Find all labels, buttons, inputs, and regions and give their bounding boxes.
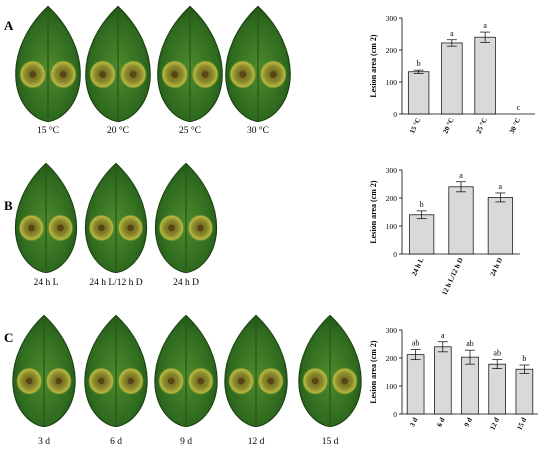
y-tick-label: 100 (386, 78, 398, 87)
error-bar (446, 39, 457, 47)
leaf-caption: 30 °C (246, 126, 269, 136)
category-label: 15 °C (408, 116, 422, 134)
bar (434, 346, 452, 415)
category-label: 25 °C (475, 116, 489, 134)
bar (515, 368, 534, 415)
significance-letter: a (483, 21, 487, 30)
category-label: 9 d (463, 416, 474, 428)
leaf-image (84, 162, 148, 274)
error-bar (519, 364, 530, 374)
bar (474, 36, 496, 115)
leaf-caption: 24 h L (33, 278, 59, 288)
error-bar (437, 341, 448, 353)
y-tick-label: 300 (386, 14, 398, 23)
leaf-image (15, 5, 81, 123)
error-bar (492, 359, 503, 369)
significance-letter: ab (412, 339, 420, 348)
leaf-caption: 12 d (247, 437, 265, 447)
leaf-image (85, 5, 151, 123)
significance-letter: b (420, 200, 424, 209)
panel-b: B 24 h L 24 h L/12 h D 24 h D (0, 150, 550, 300)
error-bar (480, 31, 491, 43)
bar (409, 214, 435, 255)
leaf-image (224, 314, 288, 428)
error-bar (456, 181, 466, 193)
significance-letter: a (450, 29, 454, 38)
leaf-caption: 3 d (38, 437, 50, 447)
significance-letter: c (517, 103, 521, 112)
error-bar (465, 349, 475, 365)
y-tick-label: 0 (393, 250, 397, 259)
significance-letter: a (441, 331, 445, 340)
bar (488, 363, 506, 415)
leaf-caption: 6 d (110, 437, 122, 447)
category-label: 30 °C (508, 116, 522, 134)
y-tick-label: 200 (386, 354, 398, 363)
error-bar (495, 192, 506, 203)
significance-letter: b (522, 354, 526, 363)
y-tick-label: 200 (386, 46, 398, 55)
leaf-caption: 15 d (321, 437, 339, 447)
leaf-caption: 25 °C (178, 126, 201, 136)
panel-letter: B (4, 198, 13, 213)
error-bar (410, 349, 421, 361)
y-tick-label: 300 (386, 326, 398, 335)
bar (441, 42, 463, 115)
category-label: 24 h D (489, 256, 504, 277)
leaf-caption: 24 h D (173, 278, 199, 288)
y-tick-label: 0 (393, 410, 397, 419)
error-bar (416, 210, 427, 220)
y-tick-label: 100 (386, 382, 398, 391)
bar-chart-photoperiod: 0 100 200 300 Lesion area (cm 2) b 24 h L a 12 h… (369, 166, 520, 297)
bar (448, 186, 474, 255)
bar (407, 71, 430, 115)
category-label: 12 h L/12 h D (440, 256, 464, 296)
error-bar (413, 69, 424, 74)
leaf-caption: 24 h L/12 h D (89, 278, 143, 288)
category-label: 15 d (516, 416, 529, 431)
leaf-image (14, 162, 78, 274)
bar (487, 197, 513, 255)
leaf-image (154, 162, 218, 274)
significance-letter: a (459, 171, 463, 180)
y-tick-label: 300 (386, 166, 398, 175)
leaf-image (225, 5, 291, 123)
bar-chart-temperature: 0 100 200 300 Lesion area (cm 2) b 15 °C a 20 °C… (369, 14, 535, 135)
y-axis-label: Lesion area (cm 2) (369, 340, 378, 404)
category-label: 24 h L (410, 256, 425, 277)
y-tick-label: 100 (386, 222, 398, 231)
significance-letter: ab (493, 349, 501, 358)
leaf-caption: 20 °C (106, 126, 129, 136)
leaf-image (298, 314, 362, 428)
y-tick-label: 0 (393, 110, 397, 119)
bar (461, 356, 479, 415)
y-axis-label: Lesion area (cm 2) (369, 34, 378, 98)
significance-letter: b (417, 59, 421, 68)
bar-chart-storage-time: 0 100 200 300 Lesion area (cm 2) ab 3 d a 6 d ab 9… (369, 326, 538, 431)
y-axis-label: Lesion area (cm 2) (369, 180, 378, 244)
category-label: 12 d (488, 416, 501, 431)
leaf-image (154, 314, 218, 428)
y-tick-label: 200 (386, 194, 398, 203)
leaf-caption: 9 d (180, 437, 192, 447)
leaf-image (84, 314, 148, 428)
category-label: 20 °C (441, 116, 455, 134)
category-label: 3 d (408, 416, 419, 428)
leaf-image (157, 5, 223, 123)
leaf-caption: 15 °C (36, 126, 59, 136)
panel-letter: A (4, 18, 14, 33)
bar (406, 354, 425, 415)
leaf-image (12, 314, 76, 428)
panel-c: C 3 d 6 d 9 d 12 d 15 d (0, 300, 550, 454)
significance-letter: a (499, 182, 503, 191)
panel-letter: C (4, 330, 14, 345)
panel-a: A 15 °C 20 °C 25 °C 30 °C (0, 0, 550, 150)
significance-letter: ab (466, 339, 474, 348)
category-label: 6 d (435, 416, 446, 428)
